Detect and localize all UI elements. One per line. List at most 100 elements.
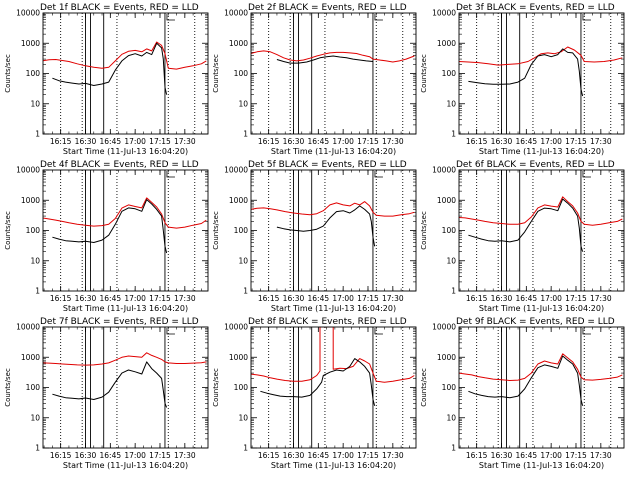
- y-tick-label: 10: [30, 413, 40, 422]
- y-tick-label: 100: [234, 383, 249, 392]
- y-tick-label: 1: [451, 444, 456, 453]
- y-tick-label: 1000: [21, 353, 40, 362]
- time-range-marker: [374, 328, 383, 335]
- x-tick-label: 16:15: [50, 137, 72, 146]
- x-tick-label: 17:15: [565, 451, 587, 460]
- y-tick-label: 1: [35, 130, 40, 139]
- x-tick-label: 17:15: [149, 451, 171, 460]
- y-tick-label: 1000: [437, 196, 456, 205]
- y-tick-label: 10000: [16, 9, 40, 18]
- x-tick-label: 17:30: [174, 294, 196, 303]
- x-axis-label: Start Time (11-Jul-13 16:04:20): [271, 304, 396, 313]
- lld-series-line: [459, 46, 623, 66]
- x-tick-label: 17:30: [590, 137, 612, 146]
- time-range-marker: [374, 14, 383, 21]
- x-tick-label: 17:30: [590, 294, 612, 303]
- x-tick-label: 17:30: [174, 137, 196, 146]
- x-tick-label: 16:45: [516, 451, 538, 460]
- lld-series-line: [251, 327, 415, 383]
- x-tick-label: 17:15: [357, 137, 379, 146]
- events-series-line: [468, 48, 584, 97]
- y-tick-label: 10000: [432, 323, 456, 332]
- events-series-line: [260, 358, 376, 406]
- x-tick-label: 16:15: [50, 294, 72, 303]
- plot-frame: [250, 12, 417, 135]
- y-tick-label: 10000: [16, 323, 40, 332]
- x-tick-label: 16:45: [100, 294, 122, 303]
- y-tick-label: 100: [442, 226, 457, 235]
- detector-panel-6: Det 6f BLACK = Events, RED = LLD Counts/s…: [420, 160, 625, 313]
- x-tick-label: 17:00: [332, 137, 354, 146]
- x-tick-label: 17:15: [357, 294, 379, 303]
- y-tick-label: 1: [35, 287, 40, 296]
- y-axis-label: Counts/sec: [420, 211, 428, 250]
- x-axis-label: Start Time (11-Jul-13 16:04:20): [479, 147, 604, 156]
- x-tick-label: 16:30: [283, 137, 305, 146]
- plot-frame: [250, 326, 417, 449]
- x-tick-label: 17:30: [382, 137, 404, 146]
- y-tick-label: 100: [442, 383, 457, 392]
- time-range-marker: [582, 14, 591, 21]
- lld-series-line: [459, 353, 623, 381]
- time-range-marker: [166, 171, 175, 178]
- y-tick-label: 1: [451, 130, 456, 139]
- plot-frame: [42, 12, 209, 135]
- x-tick-label: 17:30: [382, 294, 404, 303]
- y-tick-label: 100: [442, 69, 457, 78]
- y-axis-label: Counts/sec: [212, 368, 220, 407]
- plot-frame: [250, 169, 417, 292]
- y-tick-label: 1: [451, 287, 456, 296]
- x-tick-label: 17:00: [540, 137, 562, 146]
- y-tick-label: 100: [26, 69, 41, 78]
- y-tick-label: 1000: [229, 353, 248, 362]
- panel-title: Det 1f BLACK = Events, RED = LLD: [40, 3, 199, 13]
- x-tick-label: 16:30: [283, 451, 305, 460]
- panel-title: Det 7f BLACK = Events, RED = LLD: [40, 317, 199, 327]
- y-tick-label: 100: [234, 226, 249, 235]
- x-tick-label: 16:30: [283, 294, 305, 303]
- events-series-line: [468, 355, 584, 406]
- y-tick-label: 1: [243, 130, 248, 139]
- x-tick-label: 16:45: [308, 451, 330, 460]
- detector-panel-1: Det 1f BLACK = Events, RED = LLD Counts/s…: [4, 3, 209, 156]
- events-series-line: [276, 55, 374, 64]
- panel-title: Det 9f BLACK = Events, RED = LLD: [456, 317, 615, 327]
- y-axis-label: Counts/sec: [4, 368, 12, 407]
- x-tick-label: 16:15: [258, 294, 280, 303]
- x-tick-label: 16:45: [308, 137, 330, 146]
- y-tick-label: 1: [243, 444, 248, 453]
- y-axis-label: Counts/sec: [212, 211, 220, 250]
- y-axis-label: Counts/sec: [4, 54, 12, 93]
- x-tick-label: 16:30: [75, 451, 97, 460]
- y-tick-label: 10: [238, 99, 248, 108]
- y-tick-label: 10: [30, 256, 40, 265]
- x-tick-label: 17:15: [357, 451, 379, 460]
- time-range-marker: [166, 328, 175, 335]
- panel-title: Det 4f BLACK = Events, RED = LLD: [40, 160, 199, 170]
- x-axis-label: Start Time (11-Jul-13 16:04:20): [63, 461, 188, 470]
- x-tick-label: 17:00: [332, 451, 354, 460]
- y-axis-label: Counts/sec: [4, 211, 12, 250]
- lld-series-line: [251, 50, 415, 63]
- x-tick-label: 17:00: [124, 137, 146, 146]
- events-series-line: [276, 205, 376, 247]
- lld-series-line: [43, 41, 207, 70]
- y-tick-label: 1000: [21, 39, 40, 48]
- events-series-line: [52, 361, 168, 408]
- y-tick-label: 10000: [432, 166, 456, 175]
- y-tick-label: 100: [234, 69, 249, 78]
- x-tick-label: 16:45: [516, 137, 538, 146]
- y-tick-label: 1000: [21, 196, 40, 205]
- panel-title: Det 8f BLACK = Events, RED = LLD: [248, 317, 407, 327]
- x-tick-label: 16:15: [466, 451, 488, 460]
- y-tick-label: 10: [446, 256, 456, 265]
- x-tick-label: 16:45: [516, 294, 538, 303]
- y-axis-label: Counts/sec: [420, 368, 428, 407]
- y-tick-label: 10000: [224, 323, 248, 332]
- plot-frame: [458, 326, 625, 449]
- panel-title: Det 5f BLACK = Events, RED = LLD: [248, 160, 407, 170]
- x-tick-label: 16:15: [258, 451, 280, 460]
- y-tick-label: 10000: [224, 166, 248, 175]
